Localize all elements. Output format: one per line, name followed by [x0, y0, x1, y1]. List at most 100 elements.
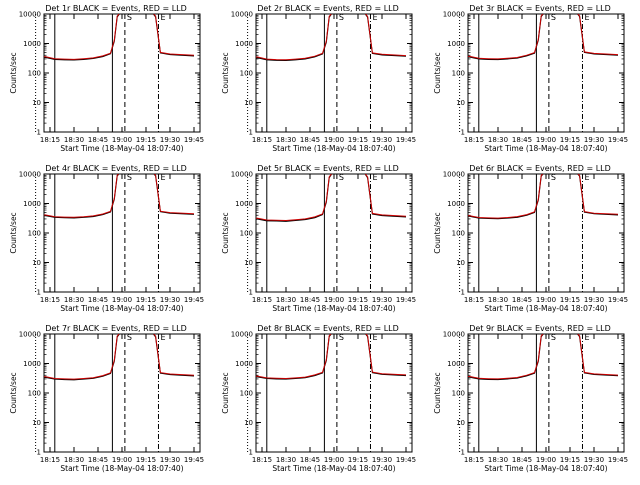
marker-label: S [551, 333, 556, 342]
y-tick-label: 1 [249, 289, 253, 297]
y-tick-label: 10 [32, 259, 41, 267]
plot-frame [255, 173, 413, 293]
chart-title: Det 7r BLACK = Events, RED = LLD [45, 324, 187, 333]
y-tick-label: 10000 [19, 331, 41, 339]
lld-series-line [44, 174, 195, 218]
y-tick-label: 10 [244, 259, 253, 267]
y-tick-label: 100 [452, 390, 465, 398]
x-tick-label: 19:15 [560, 456, 580, 464]
y-axis-label: Counts/sec [433, 52, 442, 93]
events-series-line [44, 174, 195, 219]
marker-label: E [372, 333, 377, 342]
y-tick-label: 10 [244, 419, 253, 427]
chart-title: Det 2r BLACK = Events, RED = LLD [257, 4, 399, 13]
x-tick-label: 18:15 [40, 456, 60, 464]
chart-panel: Det 1r BLACK = Events, RED = LLD 1 10 100 10… [9, 4, 204, 153]
marker-label: S [339, 173, 344, 182]
x-tick-label: 18:15 [464, 136, 484, 144]
x-tick-label: 19:30 [372, 136, 392, 144]
y-tick-label: 100 [28, 390, 41, 398]
lld-series-line [256, 334, 407, 380]
y-tick-label: 10000 [231, 331, 253, 339]
x-tick-label: 18:15 [464, 456, 484, 464]
lld-series-line [256, 174, 407, 222]
x-tick-label: 19:30 [584, 296, 604, 304]
y-tick-label: 1000 [235, 360, 253, 368]
x-tick-label: 19:00 [324, 456, 344, 464]
x-tick-label: 19:45 [608, 296, 628, 304]
y-axis-label: Counts/sec [9, 212, 18, 253]
x-tick-label: 19:00 [112, 456, 132, 464]
y-tick-label: 10000 [443, 331, 465, 339]
chart-panel: Det 6r BLACK = Events, RED = LLD 1 10 100 10… [433, 164, 628, 313]
events-series-line [44, 334, 195, 381]
chart-panel: Det 3r BLACK = Events, RED = LLD 1 10 100 10… [433, 4, 628, 153]
y-tick-label: 1 [37, 129, 41, 137]
y-tick-label: 10 [32, 99, 41, 107]
plot-frame [43, 333, 201, 453]
events-series-line [468, 334, 619, 381]
x-axis-label: Start Time (18-May-04 18:07:40) [484, 144, 607, 153]
x-axis-label: Start Time (18-May-04 18:07:40) [272, 464, 395, 473]
chart-title: Det 9r BLACK = Events, RED = LLD [469, 324, 611, 333]
y-tick-label: 10 [456, 419, 465, 427]
plot-frame [255, 333, 413, 453]
x-axis-label: Start Time (18-May-04 18:07:40) [484, 304, 607, 313]
x-tick-label: 19:45 [396, 136, 416, 144]
y-tick-label: 100 [240, 390, 253, 398]
x-tick-label: 18:45 [88, 456, 108, 464]
events-series-line [256, 334, 407, 380]
events-series-line [468, 14, 619, 61]
y-tick-label: 1000 [23, 40, 41, 48]
chart-title: Det 5r BLACK = Events, RED = LLD [257, 164, 399, 173]
y-axis-label: Counts/sec [221, 52, 230, 93]
y-tick-label: 1000 [447, 200, 465, 208]
y-tick-label: 100 [452, 70, 465, 78]
y-tick-label: 10 [32, 419, 41, 427]
marker-label: E [584, 173, 589, 182]
chart-title: Det 1r BLACK = Events, RED = LLD [45, 4, 187, 13]
x-tick-label: 19:45 [396, 456, 416, 464]
y-tick-label: 1000 [447, 360, 465, 368]
x-tick-label: 18:30 [64, 296, 84, 304]
x-tick-label: 18:45 [300, 136, 320, 144]
x-tick-label: 18:30 [488, 136, 508, 144]
plot-frame [43, 13, 201, 133]
x-tick-label: 18:45 [512, 136, 532, 144]
x-tick-label: 18:30 [276, 136, 296, 144]
x-tick-label: 18:30 [488, 296, 508, 304]
lld-series-line [256, 14, 407, 61]
marker-label: S [551, 13, 556, 22]
x-tick-label: 18:30 [64, 136, 84, 144]
events-series-line [468, 174, 619, 220]
marker-label: E [584, 13, 589, 22]
y-axis-label: Counts/sec [221, 372, 230, 413]
x-tick-label: 19:45 [608, 456, 628, 464]
lld-series-line [468, 14, 619, 60]
y-tick-label: 1000 [23, 360, 41, 368]
plot-frame [467, 333, 625, 453]
y-tick-label: 10000 [231, 11, 253, 19]
y-tick-label: 10000 [443, 171, 465, 179]
x-tick-label: 18:45 [512, 456, 532, 464]
y-tick-label: 100 [452, 230, 465, 238]
marker-label: S [127, 13, 132, 22]
x-tick-label: 19:30 [372, 456, 392, 464]
marker-label: E [160, 333, 165, 342]
x-tick-label: 19:00 [536, 136, 556, 144]
x-tick-label: 19:00 [324, 136, 344, 144]
x-tick-label: 19:00 [536, 296, 556, 304]
y-tick-label: 10000 [231, 171, 253, 179]
x-tick-label: 19:00 [112, 136, 132, 144]
chart-panel: Det 7r BLACK = Events, RED = LLD 1 10 100 10… [9, 324, 204, 473]
marker-label: S [127, 333, 132, 342]
y-tick-label: 100 [240, 230, 253, 238]
y-axis-label: Counts/sec [9, 372, 18, 413]
x-tick-label: 19:15 [560, 296, 580, 304]
x-tick-label: 19:30 [160, 296, 180, 304]
x-tick-label: 18:15 [252, 136, 272, 144]
x-tick-label: 19:30 [160, 456, 180, 464]
x-tick-label: 19:15 [348, 296, 368, 304]
